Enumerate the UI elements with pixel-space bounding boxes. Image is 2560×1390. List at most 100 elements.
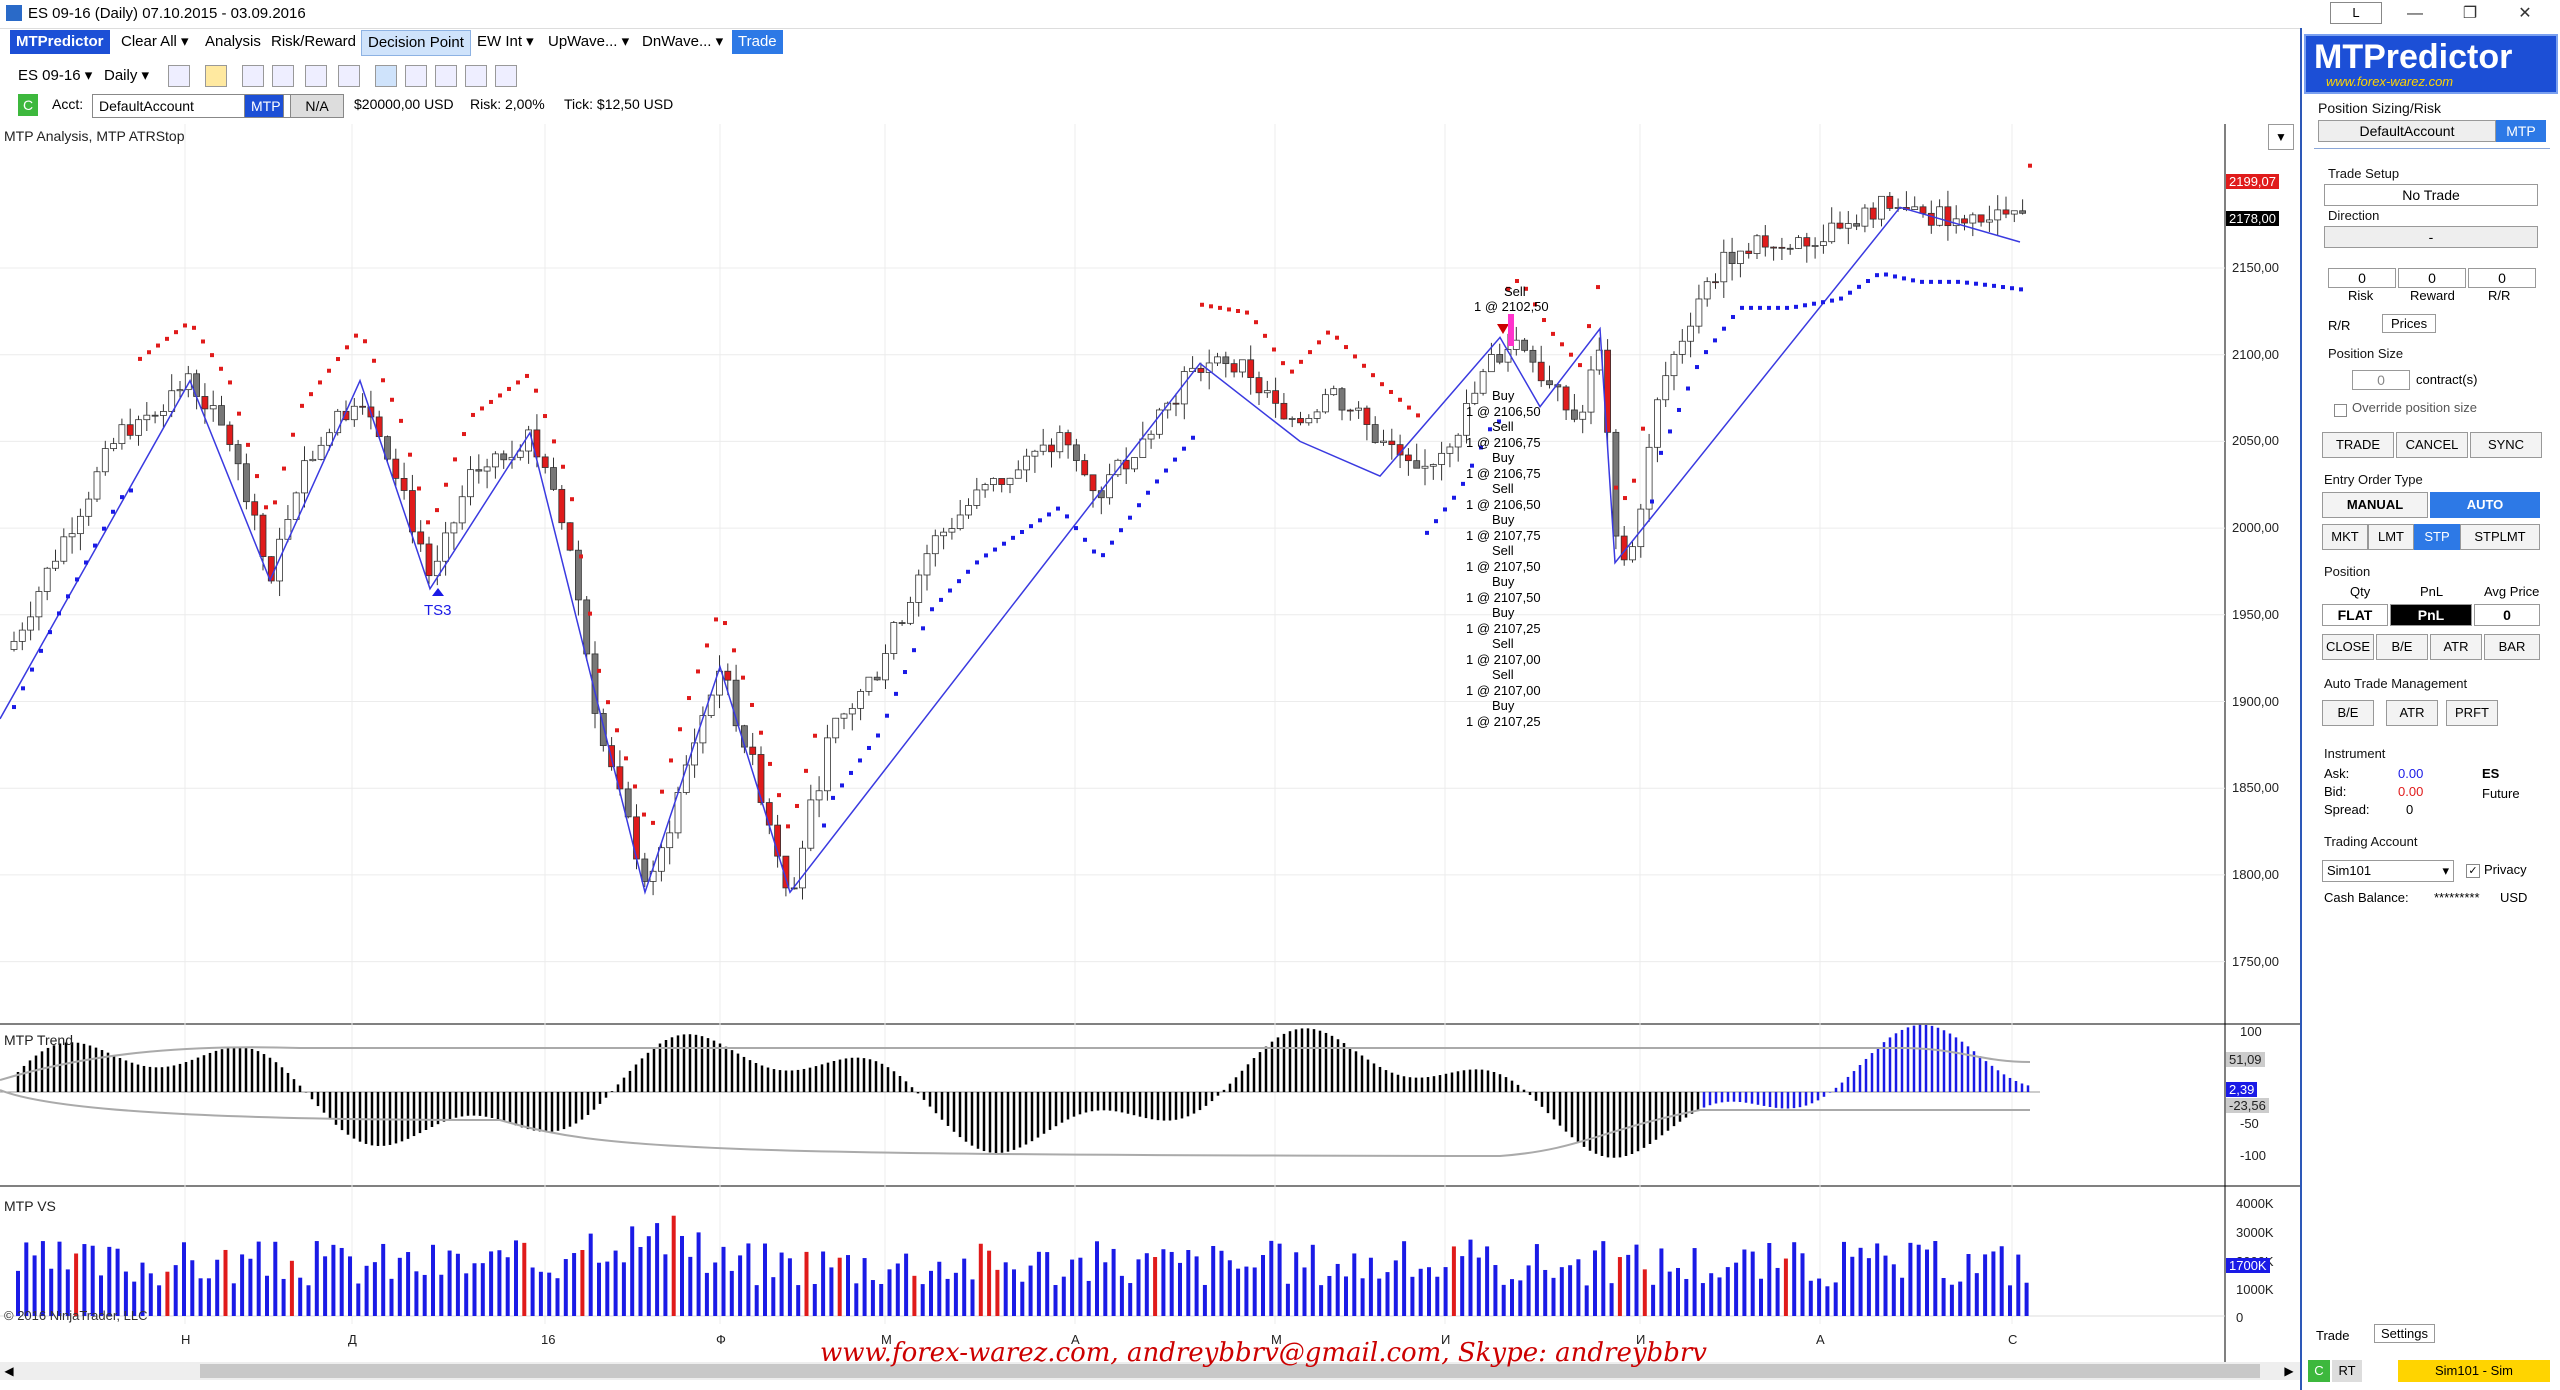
volume-bar: [978, 1243, 983, 1316]
volume-bar: [1908, 1242, 1913, 1316]
na-button[interactable]: N/A: [290, 94, 344, 118]
candle-body: [1114, 459, 1122, 476]
privacy-checkbox[interactable]: ✓: [2466, 864, 2480, 878]
manual-button[interactable]: MANUAL: [2322, 492, 2428, 518]
volume-bar: [1642, 1269, 1647, 1316]
indicator-icon[interactable]: [242, 65, 264, 87]
close-position-button[interactable]: CLOSE: [2322, 634, 2374, 660]
volume-bar: [771, 1277, 776, 1316]
minimize-icon[interactable]: —: [2407, 5, 2423, 22]
atm-atr-button[interactable]: ATR: [2386, 700, 2438, 726]
volume-bar: [754, 1285, 759, 1316]
entry-type-label: Entry Order Type: [2324, 472, 2423, 487]
cancel-button[interactable]: CANCEL: [2396, 432, 2468, 458]
volume-bar: [796, 1285, 801, 1316]
chart-dropdown-icon[interactable]: ▼: [2268, 124, 2294, 150]
atr-stop-dot: [1344, 345, 1348, 350]
bid-value: 0.00: [2398, 784, 2424, 799]
instrument-selector[interactable]: ES 09-16 ▾: [18, 67, 93, 84]
stp-button[interactable]: STP: [2414, 524, 2460, 550]
candle-body: [1820, 241, 1827, 246]
volume-bar: [962, 1258, 967, 1316]
tab-indicator[interactable]: L: [2330, 2, 2382, 24]
atm-be-button[interactable]: B/E: [2322, 700, 2374, 726]
upwave-menu[interactable]: UpWave... ▾: [548, 33, 630, 50]
chart-trader-icon[interactable]: [375, 65, 397, 87]
interval-selector[interactable]: Daily ▾: [104, 67, 150, 84]
drawing-tool-icon[interactable]: [205, 65, 227, 87]
volume-bar: [920, 1284, 925, 1316]
volume-bar: [829, 1267, 834, 1316]
stplmt-button[interactable]: STPLMT: [2460, 524, 2540, 550]
restore-icon[interactable]: ❐: [2462, 5, 2478, 22]
candle-body: [1023, 455, 1030, 471]
data-box-icon[interactable]: [405, 65, 427, 87]
dnwave-menu[interactable]: DnWave... ▾: [642, 33, 724, 50]
mtpredictor-menu[interactable]: MTPredictor: [10, 30, 110, 54]
sim-account-dropdown[interactable]: Sim101 ▾: [2322, 860, 2454, 882]
volume-bar: [1817, 1278, 1822, 1316]
scroll-right-icon[interactable]: ▶: [2284, 1364, 2294, 1378]
volume-bar: [1584, 1285, 1589, 1316]
sync-button[interactable]: SYNC: [2470, 432, 2542, 458]
zoom-icon[interactable]: [305, 65, 327, 87]
atr-stop-dot: [1677, 407, 1681, 412]
candle-body: [176, 389, 184, 392]
magnify-icon[interactable]: [338, 65, 360, 87]
ew-int-menu[interactable]: EW Int ▾: [477, 33, 534, 50]
volume-bar: [1119, 1275, 1124, 1316]
atr-stop-dot: [1542, 318, 1546, 323]
lmt-button[interactable]: LMT: [2368, 524, 2414, 550]
atr-stop-dot: [579, 554, 583, 559]
breakeven-button[interactable]: B/E: [2376, 634, 2428, 660]
tab-prices[interactable]: Prices: [2382, 314, 2437, 333]
layout-icon[interactable]: [495, 65, 517, 87]
trend-panel-label: MTP Trend: [4, 1032, 73, 1048]
tab-trade[interactable]: Trade: [2316, 1328, 2350, 1343]
price-chart[interactable]: [0, 124, 2300, 1362]
risk-reward-menu[interactable]: Risk/Reward: [271, 33, 357, 50]
decision-point-menu[interactable]: Decision Point: [361, 30, 471, 56]
trade-button[interactable]: TRADE: [2322, 432, 2394, 458]
volume-bar: [895, 1263, 900, 1316]
volume-bar: [1460, 1256, 1465, 1316]
candle-body: [1371, 424, 1379, 443]
tab-rr[interactable]: R/R: [2328, 318, 2351, 333]
strategy-icon[interactable]: [272, 65, 294, 87]
volume-bar: [887, 1269, 892, 1316]
horizontal-scrollbar[interactable]: ◀ ▶: [0, 1362, 2300, 1380]
candle-body: [1239, 359, 1246, 373]
candle-body: [1479, 371, 1487, 394]
atr-stop-dot: [534, 388, 538, 393]
candle-body: [1388, 440, 1396, 446]
dollar-icon[interactable]: [465, 65, 487, 87]
properties-icon[interactable]: [435, 65, 457, 87]
atr-stop-dot: [1209, 304, 1213, 309]
analysis-menu[interactable]: Analysis: [205, 33, 261, 50]
close-icon[interactable]: ✕: [2518, 5, 2532, 22]
clear-all-menu[interactable]: Clear All ▾: [121, 33, 189, 50]
spread-value: 0: [2406, 802, 2414, 817]
tab-settings[interactable]: Settings: [2374, 1324, 2435, 1343]
ps-account-box[interactable]: DefaultAccount: [2318, 120, 2496, 142]
override-checkbox[interactable]: [2334, 404, 2347, 417]
scroll-left-icon[interactable]: ◀: [4, 1364, 14, 1378]
atm-prft-button[interactable]: PRFT: [2446, 700, 2498, 726]
candle-body: [1089, 474, 1097, 492]
scroll-thumb[interactable]: [200, 1364, 2260, 1378]
atr-stop-dot: [210, 353, 214, 358]
ps-mtp-button[interactable]: MTP: [2496, 120, 2546, 142]
position-size-input[interactable]: 0: [2352, 370, 2410, 390]
bar-button[interactable]: BAR: [2484, 634, 2540, 660]
auto-button[interactable]: AUTO: [2430, 492, 2540, 518]
atr-stop-dot: [1857, 284, 1861, 289]
volume-bar: [970, 1279, 975, 1316]
mkt-button[interactable]: MKT: [2322, 524, 2368, 550]
trade-menu[interactable]: Trade: [732, 30, 783, 54]
atr-button[interactable]: ATR: [2430, 634, 2482, 660]
mtp-account-button[interactable]: MTP: [244, 94, 284, 118]
volume-bar: [223, 1249, 228, 1316]
candle-body: [1629, 546, 1636, 561]
ts3-marker-icon: [432, 588, 444, 596]
chart-style-icon[interactable]: [168, 65, 190, 87]
